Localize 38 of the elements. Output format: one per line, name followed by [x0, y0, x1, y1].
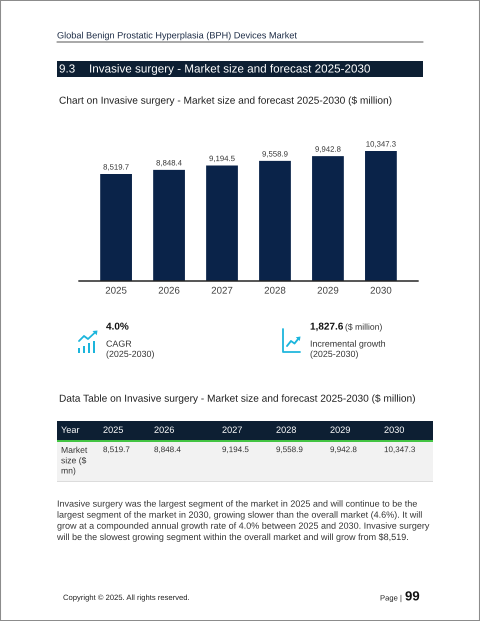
data-label: 8,519.7 [103, 446, 130, 454]
x-tick-label: 2029 [318, 286, 338, 294]
bar [153, 170, 185, 281]
category-label: 2028 [276, 426, 296, 433]
text: Incremental growth (2025-2030) [310, 340, 386, 359]
category-label: 2025 [103, 426, 124, 433]
bar [365, 151, 397, 281]
data-label: 10,347.3 [384, 446, 416, 454]
x-tick-label: 2027 [212, 286, 232, 294]
text: Market size ($ mn) [61, 446, 88, 476]
text: Year [61, 426, 80, 433]
bar [312, 156, 344, 281]
data-label: 9,194.5 [222, 446, 249, 454]
category-label: 2026 [154, 426, 174, 433]
x-tick-label: 2025 [106, 286, 126, 294]
x-tick-label: 2030 [370, 286, 392, 294]
text: Data Table on Invasive surgery - Market size and forecast 2025-2030 ($ million) [60, 394, 415, 404]
category-label: 2029 [330, 426, 350, 433]
text: 99 [405, 591, 420, 601]
bar [206, 165, 238, 281]
text: 1,827.6 [310, 322, 344, 332]
text: Global Benign Prostatic Hyperplasia (BPH) Devices Market [57, 32, 297, 40]
x-tick-label: 2028 [264, 286, 286, 294]
data-label: 9,558.9 [276, 446, 302, 454]
bar [259, 160, 291, 281]
category-label: 2030 [384, 426, 404, 433]
text: CAGR (2025-2030) [106, 340, 154, 359]
category-label: 2027 [222, 426, 242, 433]
text: 9.3 [60, 64, 75, 73]
x-tick-label: 2026 [158, 286, 180, 294]
data-label: 8,848.4 [154, 446, 181, 454]
bar [100, 174, 132, 281]
text: ($ million) [346, 323, 382, 332]
data-label: 9,942.8 [330, 446, 357, 454]
text: 4.0% [106, 322, 129, 330]
text: Invasive surgery was the largest segment of the market in 2025 and will continue to be the largest segment of the market in 2030, growing slower than the overall market (4.6%). It will grow at a compounded annual growth rate of 4.0% between 2025 and 2030. Invasive surgery will be the slowest growing segment within the overall market and will grow from $8,519. [56, 500, 430, 542]
chart-title: Chart on Invasive surgery - Market size and forecast 2025-2030 ($ million) [60, 96, 392, 106]
text: Invasive surgery - Market size and forecast 2025-2030 [90, 64, 370, 75]
